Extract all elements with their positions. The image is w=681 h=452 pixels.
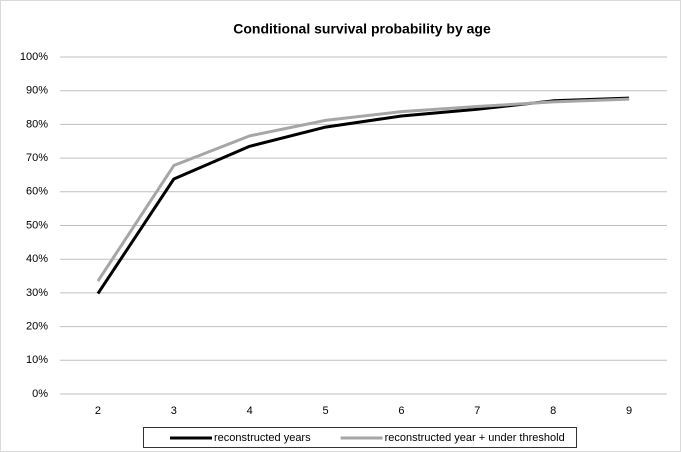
y-tick-label: 0%	[32, 388, 48, 400]
y-tick-label: 10%	[26, 354, 48, 366]
x-tick-label: 5	[323, 405, 329, 417]
x-tick-label: 7	[474, 405, 480, 417]
x-tick-label: 9	[626, 405, 632, 417]
legend-label: reconstructed year + under threshold	[385, 432, 565, 444]
x-tick-label: 3	[171, 405, 177, 417]
y-tick-label: 60%	[26, 186, 48, 198]
x-tick-label: 4	[247, 405, 253, 417]
y-tick-label: 90%	[26, 85, 48, 97]
chart-title: Conditional survival probability by age	[233, 21, 491, 37]
legend-label: reconstructed years	[214, 432, 311, 444]
y-tick-label: 70%	[26, 152, 48, 164]
x-tick-label: 2	[95, 405, 101, 417]
y-tick-label: 40%	[26, 253, 48, 265]
y-tick-label: 100%	[20, 51, 48, 63]
x-tick-label: 6	[398, 405, 404, 417]
x-tick-label: 8	[550, 405, 556, 417]
y-tick-label: 20%	[26, 321, 48, 333]
y-tick-label: 80%	[26, 118, 48, 130]
y-tick-label: 30%	[26, 287, 48, 299]
y-tick-label: 50%	[26, 219, 48, 231]
series-line	[96, 97, 630, 282]
